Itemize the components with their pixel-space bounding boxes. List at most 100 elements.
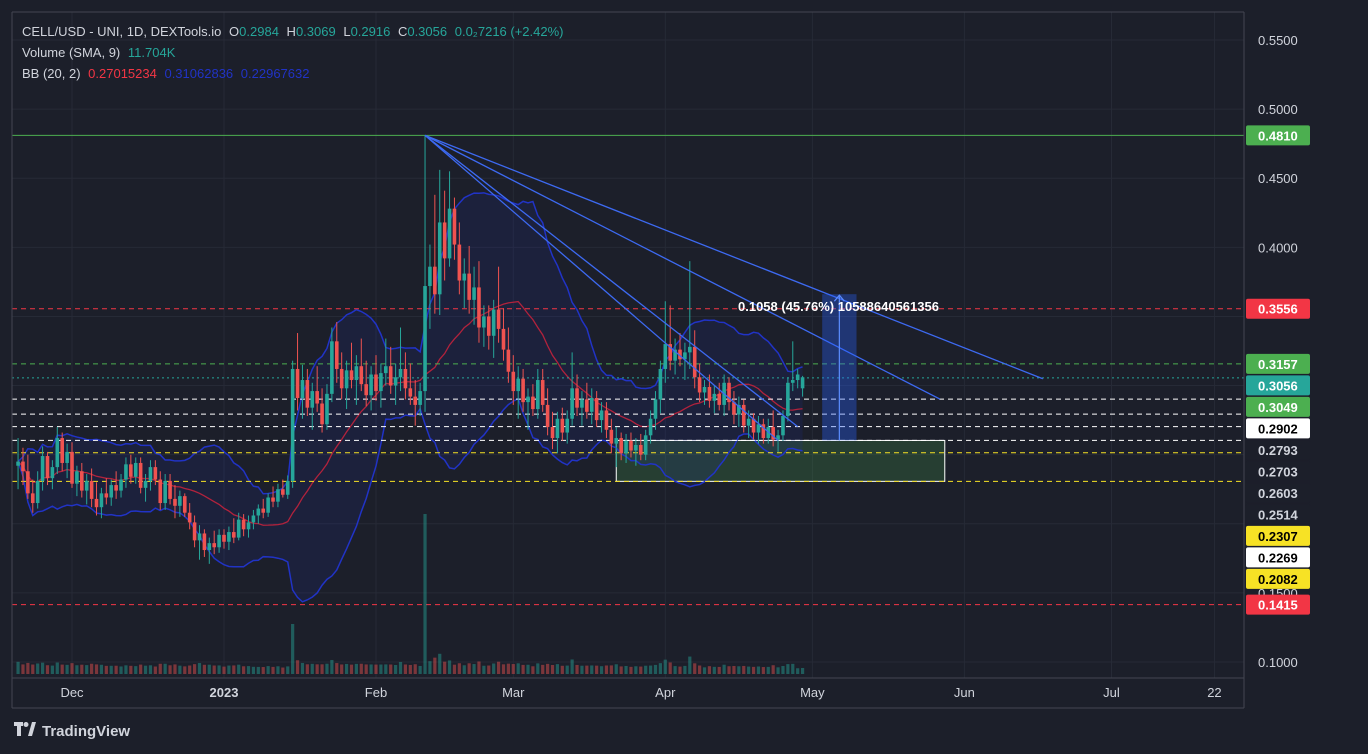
candle[interactable] (545, 388, 550, 436)
legend-volume[interactable]: Volume (SMA, 9) 11.704K (22, 45, 179, 60)
candle[interactable] (776, 429, 780, 452)
candle[interactable] (330, 327, 334, 403)
candle[interactable] (202, 529, 207, 557)
candle[interactable] (163, 474, 167, 510)
candle[interactable] (638, 433, 643, 461)
candle[interactable] (398, 327, 403, 392)
candle[interactable] (560, 407, 565, 441)
candle[interactable] (604, 402, 609, 439)
trendline[interactable] (424, 134, 941, 400)
candle[interactable] (369, 366, 373, 411)
candle[interactable] (344, 360, 349, 410)
candle[interactable] (129, 454, 133, 484)
candle[interactable] (599, 402, 604, 433)
candle[interactable] (320, 388, 324, 433)
candle[interactable] (276, 483, 280, 508)
candle[interactable] (75, 465, 79, 497)
candle[interactable] (477, 261, 481, 343)
candle[interactable] (653, 391, 658, 430)
candle[interactable] (178, 490, 182, 517)
candle[interactable] (408, 363, 413, 405)
candle[interactable] (751, 413, 756, 440)
candle[interactable] (232, 518, 236, 544)
candle[interactable] (148, 460, 153, 491)
candle[interactable] (143, 474, 148, 502)
candle[interactable] (241, 514, 246, 537)
candle[interactable] (521, 368, 525, 412)
candle[interactable] (457, 222, 462, 295)
candle[interactable] (683, 342, 687, 381)
candle[interactable] (732, 391, 736, 425)
candle[interactable] (658, 360, 663, 414)
candle[interactable] (388, 346, 393, 394)
candle[interactable] (442, 190, 447, 281)
candle[interactable] (334, 321, 339, 383)
candle[interactable] (712, 385, 717, 414)
candle[interactable] (138, 457, 143, 494)
candle[interactable] (182, 493, 187, 517)
candle[interactable] (663, 301, 668, 383)
candle[interactable] (364, 360, 368, 407)
candle[interactable] (70, 442, 74, 488)
legend-bb[interactable]: BB (20, 2) 0.27015234 0.31062836 0.22967… (22, 66, 313, 81)
candle[interactable] (526, 388, 530, 430)
candle[interactable] (246, 515, 251, 538)
candle[interactable] (452, 197, 457, 260)
candle[interactable] (501, 308, 506, 361)
candle[interactable] (678, 333, 682, 367)
candle[interactable] (35, 471, 40, 509)
candle[interactable] (540, 368, 545, 412)
candle[interactable] (585, 382, 589, 419)
candle[interactable] (40, 446, 45, 491)
candle[interactable] (614, 427, 619, 468)
candle[interactable] (271, 486, 275, 508)
candle[interactable] (472, 266, 476, 325)
candle[interactable] (359, 338, 364, 392)
candle[interactable] (800, 375, 805, 397)
candle[interactable] (99, 487, 104, 519)
candle[interactable] (55, 427, 60, 475)
candle[interactable] (423, 135, 427, 412)
candle[interactable] (192, 515, 197, 548)
candle[interactable] (227, 526, 231, 551)
candle[interactable] (727, 377, 731, 411)
candle[interactable] (21, 447, 25, 486)
trendline[interactable] (424, 134, 799, 428)
candle[interactable] (516, 366, 520, 419)
candle[interactable] (256, 504, 261, 524)
candle[interactable] (491, 299, 496, 358)
candle[interactable] (555, 411, 560, 454)
candle[interactable] (305, 368, 310, 416)
candle[interactable] (384, 338, 388, 386)
candle[interactable] (697, 363, 702, 403)
candle[interactable] (565, 410, 570, 444)
candle[interactable] (795, 368, 800, 389)
candle[interactable] (236, 512, 241, 541)
candle[interactable] (536, 368, 540, 419)
candle[interactable] (619, 432, 623, 461)
candle[interactable] (119, 474, 123, 498)
candle[interactable] (295, 333, 300, 411)
candle[interactable] (433, 194, 437, 314)
candle[interactable] (261, 498, 266, 519)
candle[interactable] (197, 525, 202, 560)
candle[interactable] (281, 479, 285, 498)
candle[interactable] (158, 471, 163, 510)
candle[interactable] (207, 537, 212, 564)
candle[interactable] (114, 471, 118, 499)
candle[interactable] (300, 364, 305, 419)
candle[interactable] (310, 382, 315, 430)
candle[interactable] (212, 530, 216, 555)
candle[interactable] (30, 479, 35, 513)
candle[interactable] (570, 352, 574, 426)
candle[interactable] (624, 433, 628, 463)
candle[interactable] (643, 429, 648, 461)
candle[interactable] (786, 377, 790, 422)
candle[interactable] (790, 341, 795, 392)
candle[interactable] (379, 363, 383, 408)
candle[interactable] (629, 432, 633, 458)
candle[interactable] (94, 482, 99, 516)
candle[interactable] (89, 468, 94, 508)
candle[interactable] (428, 244, 432, 329)
